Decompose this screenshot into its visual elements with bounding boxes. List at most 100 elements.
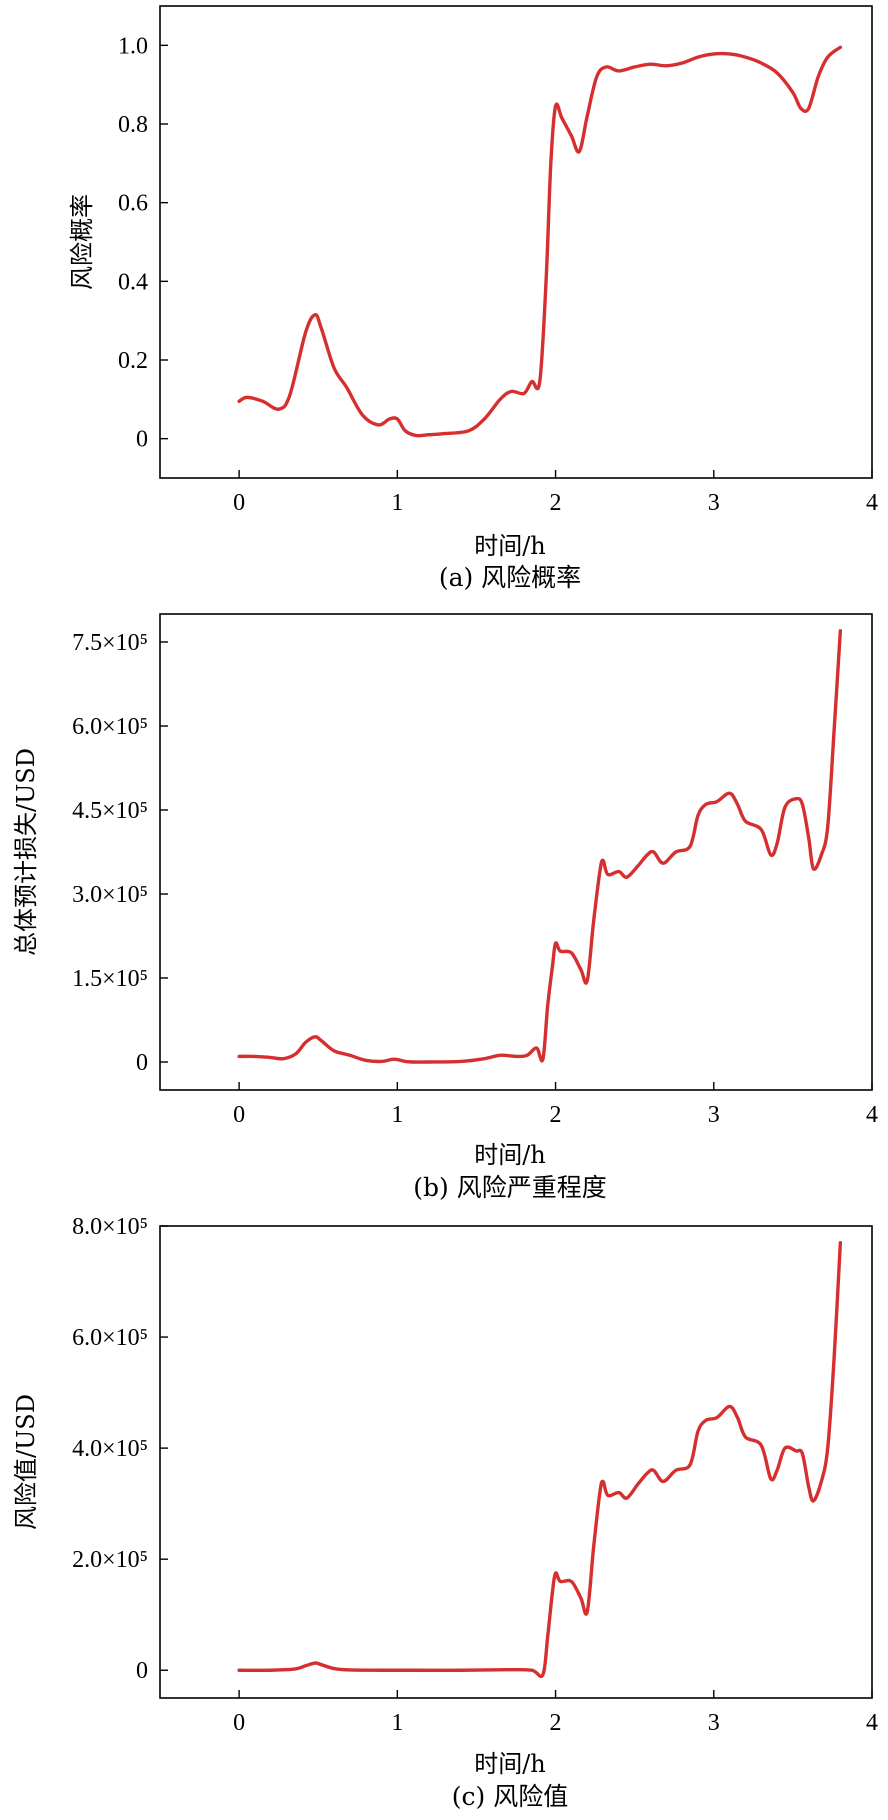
panel-b: 0 1 2 3 4 0 1.5×10⁵ 3.0×10⁵ 4.5×10⁵ 6.0×10⁵ 7.5×10…: [12, 613, 878, 1202]
panel-caption: (a) 风险概率: [439, 563, 581, 592]
y-tick-label: 6.0×10⁵: [72, 1325, 148, 1351]
data-point: [559, 949, 562, 953]
y-axis-label: 总体预计损失/USD: [12, 748, 40, 956]
data-point: [606, 1494, 609, 1497]
data-point: [688, 1463, 692, 1466]
data-point: [736, 1416, 739, 1419]
y-tick-label: 7.5×10⁵: [72, 630, 148, 656]
data-point: [601, 859, 605, 862]
data-point: [546, 1635, 549, 1639]
data-point: [812, 1499, 815, 1503]
y-tick-label: 6.0×10⁵: [72, 714, 148, 740]
y-tick-label: 2.0×10⁵: [72, 1547, 148, 1573]
data-point: [348, 1054, 352, 1057]
y-tick-label: 0: [136, 1050, 148, 1076]
data-point: [535, 1046, 538, 1050]
panel-a: 0 1 2 3 4 0 0.2 0.4 0.6 0.8 1.0 时间/h (a) 风险概率 风险概率: [68, 5, 878, 592]
data-point: [361, 413, 364, 417]
x-tick-label: 3: [708, 1710, 720, 1736]
data-point: [396, 417, 399, 421]
data-point: [636, 864, 640, 868]
data-point: [510, 390, 513, 393]
data-point: [812, 867, 815, 870]
y-axis-label: 风险概率: [68, 194, 96, 290]
data-point: [652, 1469, 655, 1472]
data-point: [498, 398, 502, 401]
data-point: [807, 107, 810, 110]
data-point: [304, 1664, 307, 1667]
data-point: [559, 1580, 562, 1583]
data-point: [715, 1416, 719, 1419]
data-point: [598, 1491, 602, 1494]
data-point: [586, 1610, 589, 1614]
data-point: [404, 429, 407, 432]
data-point: [304, 331, 307, 334]
data-point: [288, 394, 291, 397]
y-tick-label: 4.0×10⁵: [72, 1436, 148, 1462]
x-axis-label: 时间/h: [474, 1141, 546, 1169]
data-point: [783, 806, 787, 809]
data-point: [348, 1668, 352, 1672]
data-point: [294, 1052, 298, 1055]
data-point: [579, 968, 583, 971]
data-point: [769, 853, 772, 856]
data-point: [674, 1469, 677, 1472]
data-point: [646, 853, 649, 856]
plot-frame: [159, 1225, 873, 1699]
data-point: [554, 942, 557, 945]
data-point: [744, 55, 747, 59]
data-point: [320, 327, 323, 330]
y-tick-label: 0.2: [118, 348, 148, 374]
data-point: [538, 380, 541, 383]
data-point: [744, 820, 747, 823]
data-point: [483, 417, 486, 421]
y-tick-label: 0: [136, 1658, 148, 1684]
data-point: [760, 61, 763, 65]
data-point: [320, 1663, 323, 1666]
data-point: [661, 1480, 665, 1483]
data-point: [712, 52, 715, 56]
data-point: [269, 1669, 272, 1672]
data-point: [586, 114, 589, 118]
x-tick-label: 3: [708, 1102, 720, 1128]
data-point: [332, 366, 336, 370]
data-point: [549, 162, 553, 165]
x-tick-label: 0: [233, 490, 245, 516]
data-point: [674, 850, 677, 854]
data-point: [820, 853, 823, 856]
data-point: [313, 1035, 317, 1039]
x-tick-label: 4: [866, 1710, 878, 1736]
data-point: [775, 71, 779, 75]
data-point: [760, 828, 763, 831]
data-point: [544, 280, 548, 283]
x-tick-label: 0: [233, 1102, 245, 1128]
data-point: [570, 1580, 573, 1583]
data-point: [269, 1056, 272, 1059]
data-point: [237, 400, 241, 403]
data-point: [415, 434, 418, 437]
x-tick-label: 0: [233, 1710, 245, 1736]
data-point: [483, 1057, 486, 1060]
data-point: [617, 1491, 621, 1494]
data-point: [801, 803, 804, 806]
data-point: [364, 1059, 367, 1062]
data-point: [769, 1477, 772, 1480]
data-point: [688, 845, 692, 848]
data-point: [377, 423, 380, 427]
data-point: [427, 433, 431, 436]
x-tick-label: 3: [708, 490, 720, 516]
data-point: [832, 1358, 836, 1361]
x-axis-label: 时间/h: [474, 1750, 546, 1778]
x-tick-label: 2: [550, 490, 562, 516]
data-point: [498, 1054, 502, 1057]
data-point: [467, 429, 470, 432]
data-point: [332, 1667, 336, 1670]
data-point: [617, 69, 621, 73]
panel-caption: (b) 风险严重程度: [413, 1173, 606, 1202]
data-point: [506, 1668, 510, 1671]
data-point: [715, 800, 719, 803]
data-point: [728, 792, 731, 795]
x-axis-label: 时间/h: [474, 532, 546, 560]
data-point: [625, 1496, 628, 1500]
data-point: [760, 1444, 763, 1447]
